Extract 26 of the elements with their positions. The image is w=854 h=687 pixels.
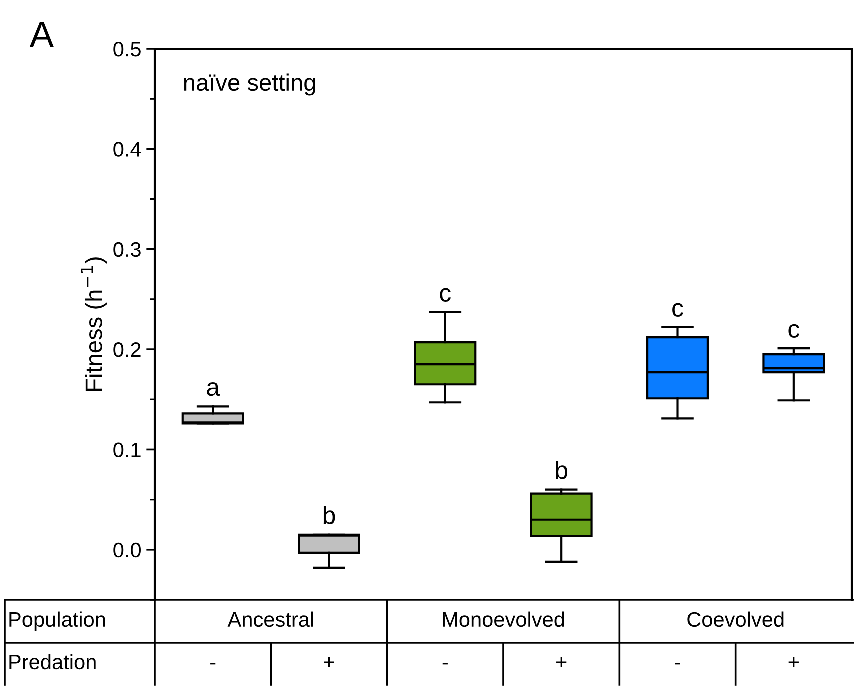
annotation: c xyxy=(440,288,452,302)
y-axis-title: Fitness (h$^{−1}$) xyxy=(81,258,108,392)
annotation: c xyxy=(788,324,800,338)
text: Predation xyxy=(10,654,96,670)
y-tick-label: 0.5 xyxy=(114,42,141,57)
chart-title: A xyxy=(30,22,54,47)
y-tick-label: 0.4 xyxy=(114,142,142,157)
x-tick-label: + xyxy=(556,657,567,668)
x-tick-label: - xyxy=(675,663,680,665)
annotation: c xyxy=(672,303,684,318)
text: Monoevolved xyxy=(443,612,564,628)
y-tick-label: 0.0 xyxy=(114,542,141,558)
text: Coevolved xyxy=(688,612,784,628)
annotation: a xyxy=(207,382,220,396)
x-tick-label: + xyxy=(788,657,799,668)
y-tick-label: 0.3 xyxy=(114,242,141,258)
annotation: b xyxy=(324,506,336,524)
text: naïve setting xyxy=(184,74,316,96)
x-tick-label: + xyxy=(324,657,334,668)
y-tick-label: 0.1 xyxy=(114,442,141,458)
x-tick-label: - xyxy=(442,663,448,665)
annotation: b xyxy=(556,460,568,480)
text: Population xyxy=(10,612,106,632)
y-tick-label: 0.2 xyxy=(114,342,141,358)
x-tick-label: - xyxy=(210,663,216,665)
text: Ancestral xyxy=(228,612,314,628)
